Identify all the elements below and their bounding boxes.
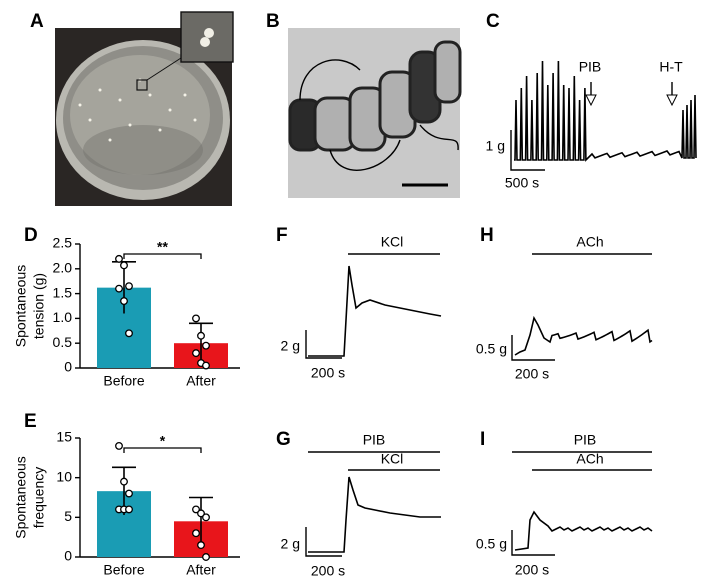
panel-label: A	[30, 11, 44, 32]
data-point	[115, 254, 123, 263]
significance-bracket	[123, 447, 202, 453]
trace	[514, 60, 697, 162]
data-point	[120, 297, 128, 305]
scale-label: 0.5 g	[476, 341, 507, 357]
data-point	[202, 341, 210, 350]
treatment-label: ACh	[576, 234, 603, 250]
error-bar	[189, 322, 213, 364]
y-tick-label: 10	[56, 468, 72, 484]
x-tick-label: Before	[103, 373, 144, 389]
marker-arrows	[585, 82, 678, 107]
y-tick-label: 5	[64, 508, 72, 524]
data-point	[115, 284, 123, 293]
y-axis-label: Spontaneous	[13, 456, 29, 539]
y-tick-label: 0	[64, 548, 72, 564]
data-point	[125, 282, 133, 291]
trace	[308, 265, 442, 357]
data-point	[125, 505, 133, 514]
y-tick-label: 0.5	[53, 334, 73, 350]
scale-bar	[511, 530, 555, 556]
treatment-label: KCl	[381, 451, 404, 467]
y-tick-label: 2.5	[53, 235, 73, 251]
y-axis-label: frequency	[31, 467, 47, 528]
scale-label: 0.5 g	[476, 536, 507, 552]
panel-label: B	[266, 11, 280, 32]
data-point	[192, 314, 200, 323]
data-point	[125, 329, 133, 338]
x-tick-label: After	[186, 373, 216, 389]
y-tick-label: 1.0	[53, 309, 73, 325]
y-axis-label: Spontaneous	[13, 265, 29, 348]
trace	[514, 315, 653, 356]
panel-label: D	[24, 225, 38, 246]
scale-bar	[305, 527, 342, 557]
scale-label: 500 s	[505, 175, 539, 191]
scale-label: 2 g	[281, 338, 300, 354]
y-tick-label: 2.0	[53, 260, 73, 276]
scale-bar	[305, 330, 342, 359]
data-point	[192, 529, 200, 538]
micrograph	[288, 28, 462, 198]
data-point	[120, 261, 128, 270]
panel-label: F	[276, 225, 288, 246]
x-tick-label: Before	[103, 562, 144, 578]
panel-label: I	[480, 429, 485, 450]
marker-label: H-T	[659, 59, 683, 75]
trace	[308, 476, 441, 553]
y-axis-label: tension (g)	[31, 273, 47, 339]
treatment-label: KCl	[381, 234, 404, 250]
marker-label: PIB	[579, 59, 602, 75]
x-tick-label: After	[186, 562, 216, 578]
treatment-label: PIB	[574, 432, 597, 448]
scale-label: 200 s	[311, 563, 345, 579]
data-point	[202, 513, 210, 522]
panel-label: G	[276, 429, 291, 450]
treatment-label: PIB	[363, 432, 386, 448]
data-point	[125, 489, 133, 498]
scale-label: 200 s	[311, 365, 345, 381]
scale-label: 1 g	[486, 138, 505, 154]
significance-label: **	[157, 239, 168, 255]
data-point	[202, 361, 210, 370]
data-point	[197, 509, 205, 518]
panel-label: E	[24, 411, 37, 432]
error-bar	[189, 496, 213, 546]
treatment-label: ACh	[576, 451, 603, 467]
trace	[514, 510, 653, 551]
scale-label: 200 s	[515, 366, 549, 382]
data-point	[197, 541, 205, 550]
significance-label: *	[160, 433, 166, 449]
data-point	[192, 505, 200, 514]
data-point	[197, 331, 205, 340]
significance-bracket	[123, 253, 202, 259]
scale-bar	[511, 335, 555, 361]
data-point	[192, 349, 200, 358]
scale-label: 200 s	[515, 562, 549, 578]
scale-label: 2 g	[281, 536, 300, 552]
data-point	[115, 441, 123, 450]
data-point	[120, 477, 128, 486]
y-tick-label: 0	[64, 359, 72, 375]
y-tick-label: 15	[56, 429, 72, 445]
panel-label: H	[480, 225, 494, 246]
panel-label: C	[486, 11, 500, 32]
dish-photo	[55, 11, 234, 206]
y-tick-label: 1.5	[53, 284, 73, 300]
data-point	[202, 553, 210, 561]
scale-bar	[510, 130, 545, 171]
